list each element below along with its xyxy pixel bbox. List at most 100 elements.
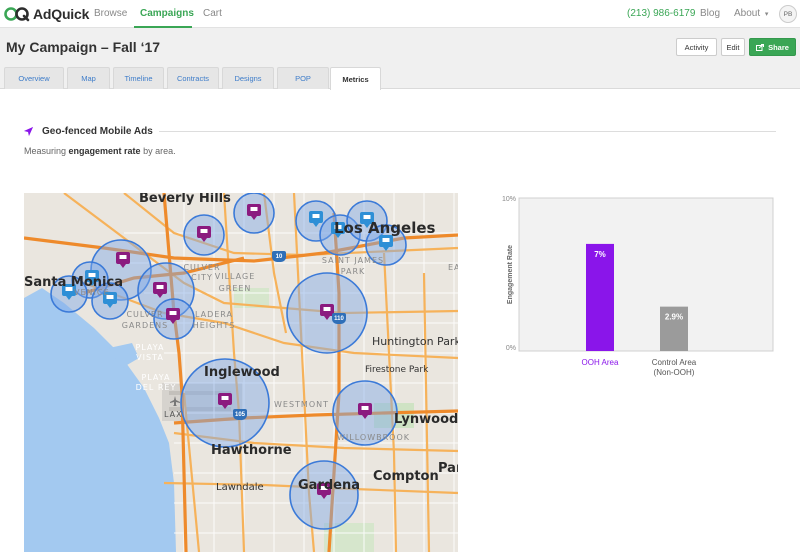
map-label-firestone-park: Firestone Park	[365, 365, 429, 375]
marina-shape	[109, 343, 139, 368]
nav-about-label: About	[734, 8, 761, 19]
map-label-inglewood: Inglewood	[204, 365, 280, 380]
activity-button[interactable]: Activity	[676, 38, 717, 56]
chevron-down-icon: ▾	[764, 11, 769, 18]
map-pins	[62, 204, 393, 499]
avatar[interactable]: PB	[779, 5, 797, 23]
section-heading: Geo-fenced Mobile Ads	[23, 124, 153, 138]
campaign-header: My Campaign – Fall ‘17 Activity Edit Sha…	[0, 28, 800, 90]
interstate-105-shield-icon: 105	[233, 409, 247, 420]
bar-value-label: 7%	[594, 250, 606, 259]
map-label-westmont: WESTMONT	[274, 400, 329, 409]
brand-name: AdQuick	[33, 6, 90, 22]
ocean-shape	[24, 288, 176, 552]
description-metric: engagement rate	[68, 146, 141, 156]
tab-pop[interactable]: POP	[277, 67, 329, 89]
control-pin-icon	[309, 211, 323, 227]
airport-icon	[170, 396, 180, 406]
nav-about[interactable]: About ▾	[734, 8, 768, 19]
map-label-beverly-hills: Beverly Hills	[139, 193, 231, 206]
ooh-pin-icon	[116, 252, 130, 268]
interstate-110-shield-icon: 110	[332, 313, 346, 324]
bar-value-label: 2.9%	[665, 313, 683, 322]
x-tick-label: OOH Area	[582, 358, 619, 367]
freeways	[24, 193, 458, 552]
plot-area	[518, 197, 774, 352]
edit-button[interactable]: Edit	[721, 38, 745, 56]
map-label-culver-city: CULVER CITY	[183, 263, 221, 282]
ooh-pin-icon	[153, 282, 167, 298]
nav-cart[interactable]: Cart	[203, 8, 222, 19]
map-label-village-green: VILLAGE GREEN	[214, 272, 256, 293]
phone-number[interactable]: (213) 986-6179	[627, 8, 696, 19]
ooh-pin-icon	[197, 226, 211, 242]
map-label-gardena: Gardena	[298, 478, 361, 493]
tab-designs[interactable]: Designs	[222, 67, 274, 89]
share-button[interactable]: Share	[749, 38, 796, 56]
x-tick-label: Control Area	[652, 358, 697, 367]
section-divider	[159, 131, 776, 132]
page-title: My Campaign – Fall ‘17	[6, 39, 161, 55]
control-pin-icon	[62, 284, 76, 300]
tab-metrics[interactable]: Metrics	[330, 67, 381, 90]
section-title: Geo-fenced Mobile Ads	[42, 125, 153, 137]
ooh-pin-icon	[358, 403, 372, 419]
engagement-chart: 10% 0% Engagement Rate 7% OOH Area 2.9% Contro…	[490, 190, 775, 385]
map-label-santa-monica: Santa Monica	[24, 275, 123, 290]
interstate-10-shield-icon: 10	[272, 251, 286, 262]
ooh-pin-icon	[317, 483, 331, 499]
map-label-ladera-heights: LADERA HEIGHTS	[192, 310, 236, 330]
control-pin-icon	[103, 292, 117, 308]
control-pin-icon	[85, 270, 99, 286]
y-tick-label: 10%	[502, 196, 516, 203]
nav-browse[interactable]: Browse	[94, 8, 128, 19]
runway-north	[169, 391, 231, 395]
runway-south	[169, 407, 231, 411]
chart-svg: 10% 0% Engagement Rate 7% OOH Area 2.9% Contro…	[502, 196, 774, 377]
map-label-willowbrook: WILLOWBROOK	[337, 433, 410, 442]
share-icon	[756, 43, 765, 51]
map-label-par: Par	[438, 461, 458, 476]
bar	[660, 306, 688, 351]
ooh-pin-icon	[166, 308, 180, 324]
description-suffix: by area.	[140, 146, 176, 156]
map-label-saint-james-park: SAINT JAMES PARK	[321, 256, 385, 276]
bar	[586, 243, 614, 351]
map-label-compton: Compton	[373, 469, 439, 484]
ooh-pin-icon	[247, 204, 261, 220]
map-label-lax: LAX	[164, 410, 183, 419]
tab-contracts[interactable]: Contracts	[167, 67, 219, 89]
map-label-lynwood: Lynwood	[394, 412, 458, 427]
control-pin-icon	[331, 222, 345, 238]
map-label-los-angeles: Los Angeles	[334, 219, 436, 237]
ooh-pin-icon	[218, 393, 232, 409]
geofence-map[interactable]: 10 105 110 Beverly Hills Los Angeles San…	[24, 193, 458, 552]
share-button-label: Share	[768, 42, 789, 52]
nav-blog[interactable]: Blog	[700, 8, 721, 19]
map-label-playa-vista: PLAYA VISTA	[135, 343, 165, 362]
nav-campaigns[interactable]: Campaigns	[140, 8, 194, 19]
ooh-pin-icon	[320, 304, 334, 320]
map-label-huntington-park: Huntington Park	[372, 335, 458, 348]
description-prefix: Measuring	[24, 146, 69, 156]
adquick-logo-icon	[4, 7, 30, 22]
top-nav: AdQuick Browse Campaigns Cart (213) 986-…	[0, 0, 800, 28]
section-description: Measuring engagement rate by area.	[24, 146, 176, 156]
tab-timeline[interactable]: Timeline	[113, 67, 164, 89]
location-arrow-icon	[23, 126, 34, 136]
map-canvas	[24, 193, 458, 552]
map-label-ea: EA	[448, 263, 458, 272]
control-pin-icon	[379, 235, 393, 251]
tab-map[interactable]: Map	[67, 67, 110, 89]
y-axis-label: Engagement Rate	[507, 245, 514, 304]
map-label-playa-del-rey: PLAYA DEL REY	[135, 373, 177, 392]
tab-overview[interactable]: Overview	[4, 67, 64, 89]
map-label-culver-gardens: CULVER GARDENS	[121, 310, 169, 330]
map-label-lawndale: Lawndale	[216, 482, 264, 493]
map-label-hawthorne: Hawthorne	[211, 443, 292, 458]
y-tick-label: 0%	[506, 345, 516, 352]
adquick-logo[interactable]: AdQuick	[4, 5, 89, 23]
x-tick-label: (Non-OOH)	[654, 368, 695, 377]
map-label-venice: VENICE	[74, 288, 110, 297]
control-pin-icon	[360, 212, 374, 228]
